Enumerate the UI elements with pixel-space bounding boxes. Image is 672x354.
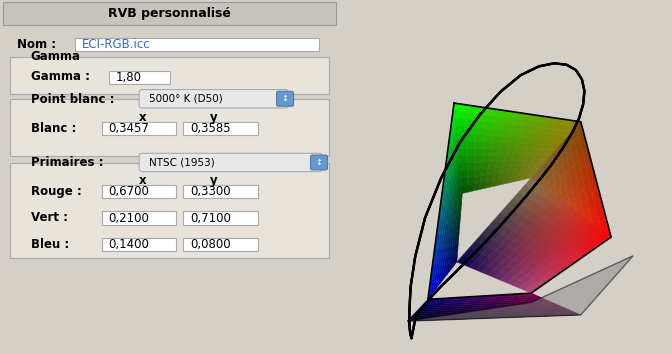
Text: Rouge :: Rouge : [30, 185, 81, 198]
FancyBboxPatch shape [102, 185, 177, 198]
Text: y: y [210, 111, 218, 124]
Text: 0,7100: 0,7100 [190, 212, 231, 224]
Text: 0,3585: 0,3585 [190, 122, 230, 135]
FancyBboxPatch shape [183, 238, 258, 251]
FancyBboxPatch shape [139, 153, 323, 172]
Text: 0,2100: 0,2100 [109, 212, 149, 224]
Text: Point blanc :: Point blanc : [30, 93, 114, 105]
Text: 1,80: 1,80 [116, 71, 141, 84]
FancyBboxPatch shape [183, 211, 258, 225]
Text: Nom :: Nom : [17, 38, 56, 51]
Text: 0,3300: 0,3300 [190, 185, 230, 198]
Text: Gamma :: Gamma : [30, 70, 89, 83]
Text: RVB personnalisé: RVB personnalisé [108, 7, 231, 19]
Text: NTSC (1953): NTSC (1953) [149, 158, 215, 167]
Text: 5000° K (D50): 5000° K (D50) [149, 94, 223, 104]
FancyBboxPatch shape [10, 57, 329, 94]
Polygon shape [407, 256, 633, 321]
FancyBboxPatch shape [310, 155, 327, 170]
Text: Bleu :: Bleu : [30, 238, 69, 251]
Text: 0,0800: 0,0800 [190, 238, 230, 251]
Text: Vert :: Vert : [30, 211, 68, 224]
Text: Blanc :: Blanc : [30, 122, 76, 135]
Text: ↕: ↕ [315, 158, 323, 167]
Text: Primaires :: Primaires : [30, 156, 103, 169]
Text: ECI-RGB.icc: ECI-RGB.icc [81, 38, 150, 51]
FancyBboxPatch shape [183, 122, 258, 135]
FancyBboxPatch shape [139, 90, 288, 108]
FancyBboxPatch shape [102, 238, 177, 251]
Text: 0,1400: 0,1400 [109, 238, 149, 251]
Text: Gamma: Gamma [30, 50, 81, 63]
Text: x: x [138, 174, 146, 187]
FancyBboxPatch shape [3, 2, 336, 25]
Text: 0,3457: 0,3457 [109, 122, 149, 135]
Text: x: x [138, 111, 146, 124]
FancyBboxPatch shape [10, 99, 329, 156]
FancyBboxPatch shape [10, 163, 329, 258]
Text: ↕: ↕ [282, 94, 288, 103]
FancyBboxPatch shape [102, 122, 177, 135]
Text: 0,6700: 0,6700 [109, 185, 149, 198]
FancyBboxPatch shape [102, 211, 177, 225]
FancyBboxPatch shape [75, 38, 319, 51]
FancyBboxPatch shape [109, 71, 169, 84]
FancyBboxPatch shape [183, 185, 258, 198]
Text: y: y [210, 174, 218, 187]
FancyBboxPatch shape [277, 91, 294, 106]
